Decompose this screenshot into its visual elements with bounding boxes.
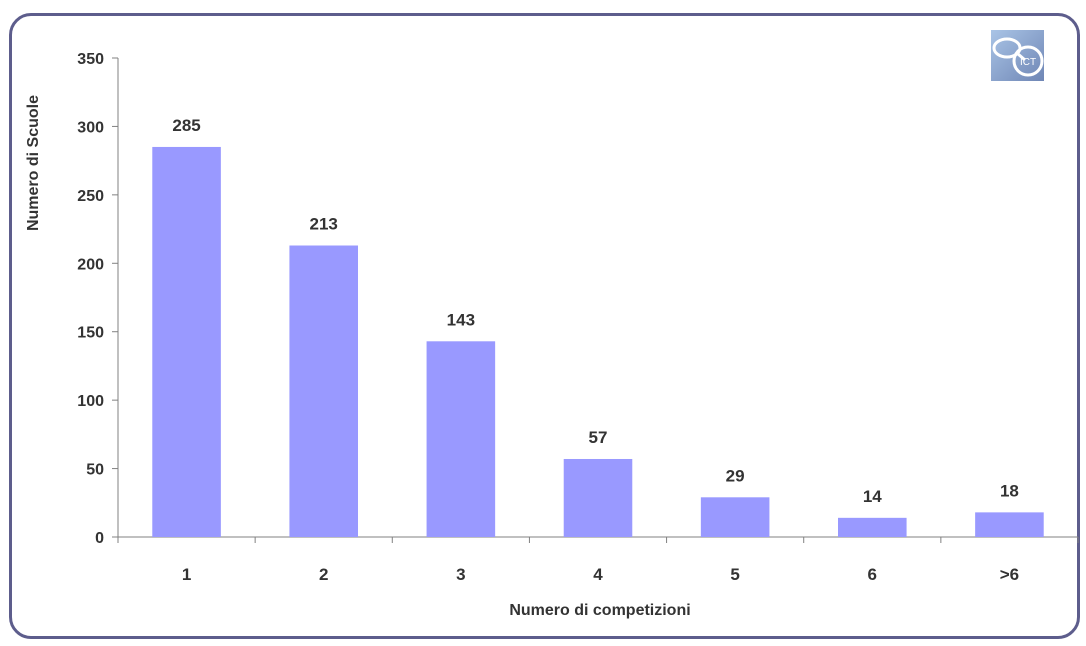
x-tick-label: >6 [1000,565,1019,584]
y-tick-label: 300 [77,119,104,136]
x-axis-title: Numero di competizioni [509,602,690,619]
x-tick-label: 3 [456,565,465,584]
data-label: 29 [726,466,745,485]
data-label: 18 [1000,481,1019,500]
data-label: 143 [447,310,475,329]
y-axis-title: Numero di Scuole [25,95,42,231]
x-tick-label: 2 [319,565,328,584]
x-tick-label: 6 [868,565,877,584]
bar [426,341,496,537]
y-tick-label: 350 [77,51,104,68]
y-tick-label: 250 [77,188,104,205]
y-tick-label: 50 [86,462,104,479]
x-tick-label: 5 [730,565,739,584]
labels-group: 0 50 100 150 200 250 300 350 285 1 213 2 143 3 57 4 29 5 1… [77,51,1019,584]
bar [563,458,633,537]
bar [838,517,907,537]
x-tick-label: 1 [182,565,191,584]
bar [152,146,221,537]
y-tick-label: 0 [95,530,104,547]
data-label: 14 [863,487,882,506]
data-label: 285 [172,116,200,135]
y-tick-label: 100 [77,393,104,410]
logo-text: ICT [1020,57,1036,68]
data-label: 213 [310,214,338,233]
ict-logo-icon: ICT [991,30,1044,81]
bar [700,497,770,537]
x-tick-label: 4 [593,565,603,584]
bar [289,245,358,537]
bars-group [152,146,1044,537]
y-tick-label: 200 [77,256,104,273]
data-label: 57 [589,428,608,447]
bar [975,512,1044,537]
y-tick-label: 150 [77,325,104,342]
